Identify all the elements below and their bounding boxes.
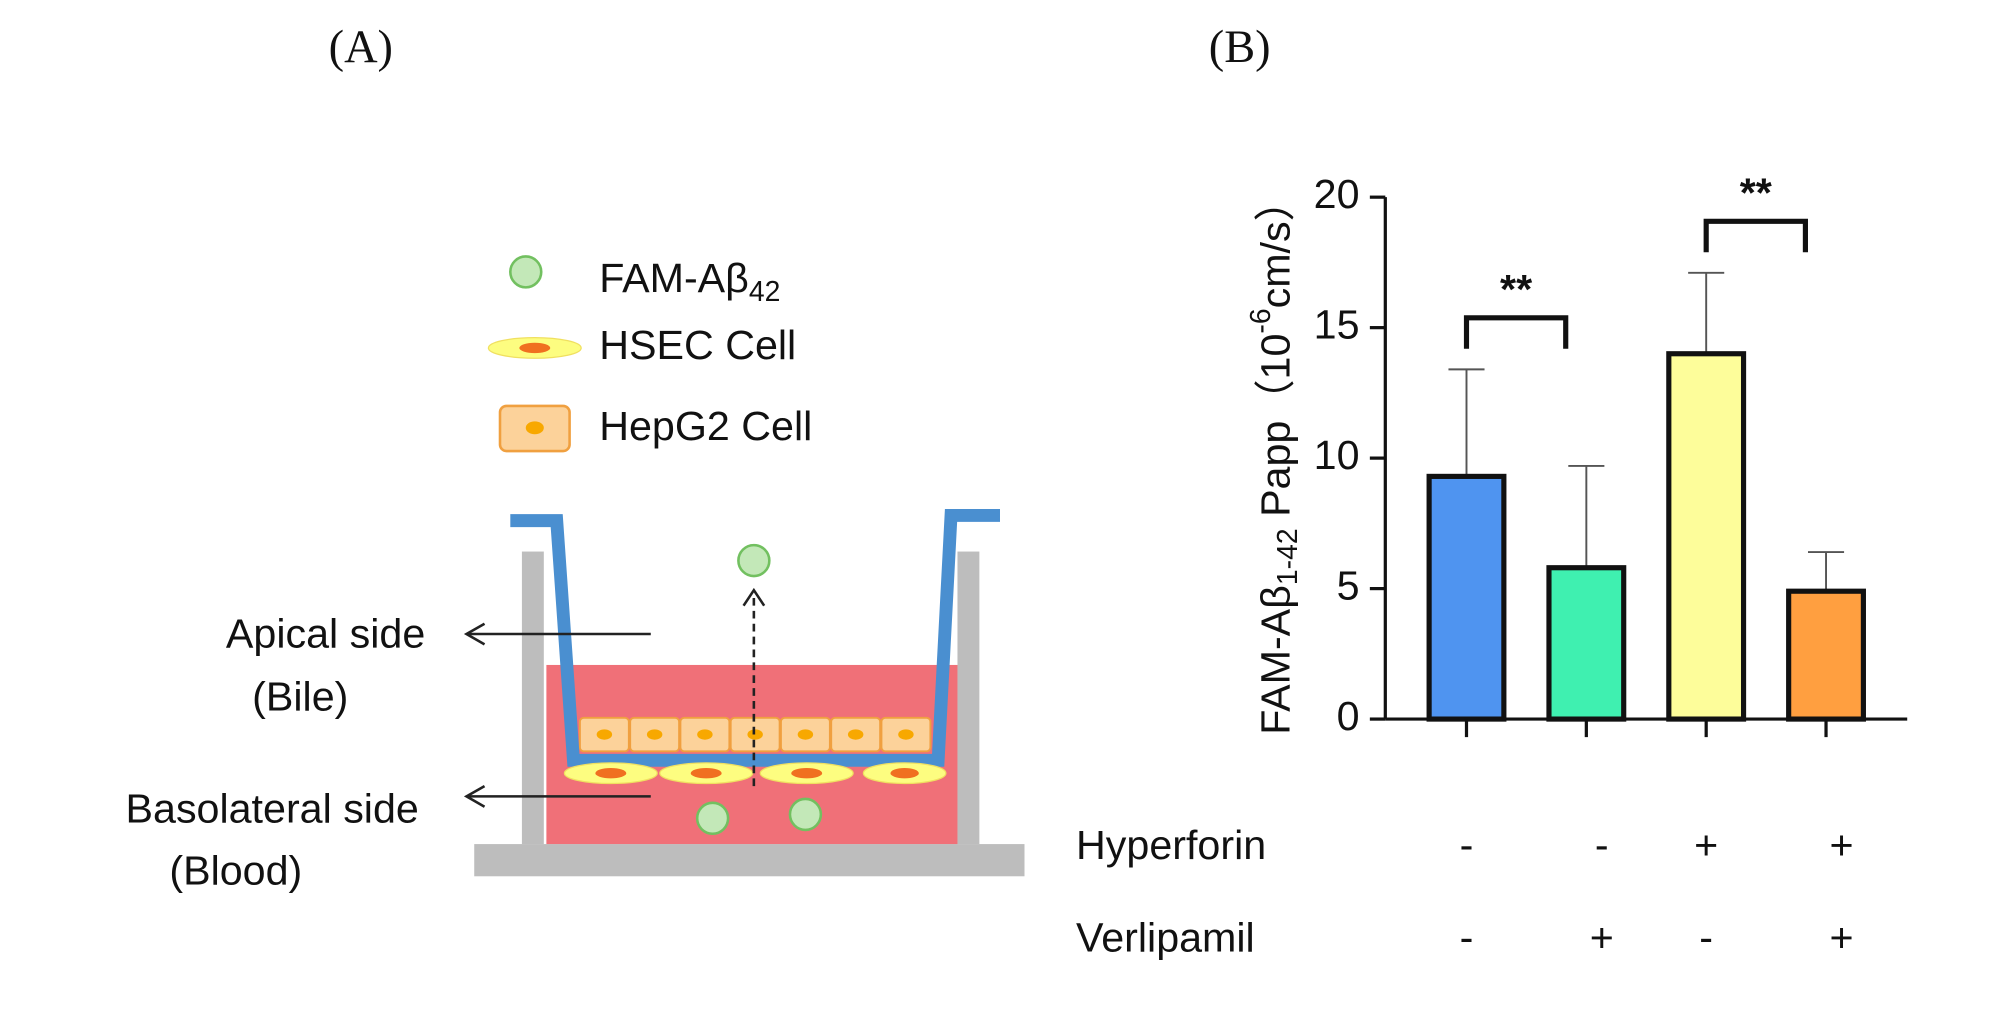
- condition-sign: +: [1694, 822, 1718, 868]
- hepg2-icon: [498, 404, 571, 453]
- y-axis-label: FAM-Aβ1-42 Papp（10-6cm/s）: [1245, 180, 1304, 735]
- side-label: (Bile): [252, 674, 348, 720]
- condition-sign: -: [1460, 915, 1474, 961]
- side-label: Basolateral side: [126, 786, 419, 832]
- y-label-sub: 1-42: [1272, 528, 1304, 585]
- condition-sign: +: [1590, 915, 1614, 961]
- y-label-text: cm/s）: [1252, 180, 1298, 308]
- legend-text: FAM-Aβ: [599, 255, 749, 301]
- legend-label: HSEC Cell: [599, 322, 796, 368]
- condition-sign: -: [1460, 822, 1474, 868]
- side-label: Apical side: [226, 610, 425, 656]
- y-label-sup: -6: [1245, 308, 1277, 333]
- hsec-icon: [487, 336, 582, 359]
- side-label: (Blood): [169, 848, 302, 894]
- panel-label: (B): [1209, 22, 1271, 73]
- condition-sign: +: [1829, 915, 1853, 961]
- y-label-text: FAM-Aβ: [1252, 585, 1298, 735]
- significance-label: **: [1500, 266, 1532, 312]
- y-tick-label: 5: [1337, 562, 1360, 608]
- bar: [1666, 351, 1747, 722]
- condition-sign: +: [1829, 822, 1853, 868]
- y-tick-label: 10: [1314, 432, 1360, 478]
- condition-sign: -: [1595, 822, 1609, 868]
- y-tick-label: 15: [1314, 302, 1360, 348]
- bar: [1546, 565, 1627, 722]
- legend-label: FAM-Aβ42: [599, 255, 780, 308]
- significance-bracket: [1703, 218, 1808, 253]
- y-label-text: Papp（10: [1252, 334, 1298, 529]
- condition-sign: -: [1699, 915, 1713, 961]
- condition-label: Verlipamil: [1076, 915, 1255, 961]
- panel-label: (A): [329, 22, 393, 73]
- legend-sub: 42: [749, 276, 781, 308]
- bar: [1786, 588, 1866, 722]
- transwell: [463, 509, 1025, 877]
- molecule-icon: [509, 255, 543, 289]
- legend-label: HepG2 Cell: [599, 403, 812, 449]
- y-tick-label: 0: [1337, 693, 1360, 739]
- condition-label: Hyperforin: [1076, 822, 1266, 868]
- y-tick-label: 20: [1314, 171, 1360, 217]
- bar: [1426, 473, 1507, 722]
- significance-bracket: [1463, 315, 1569, 349]
- significance-label: **: [1740, 169, 1772, 215]
